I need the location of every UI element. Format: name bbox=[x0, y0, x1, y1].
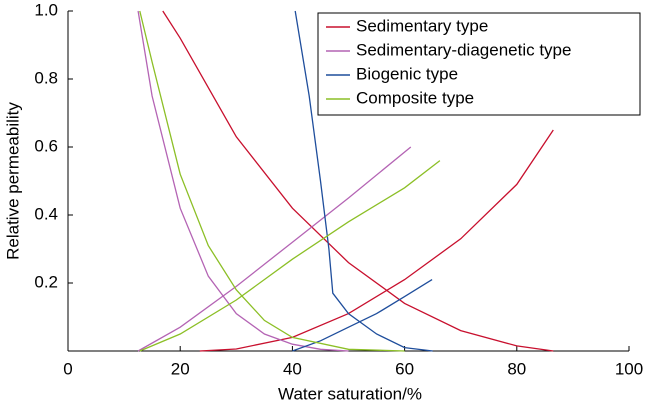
legend-label: Sedimentary-diagenetic type bbox=[356, 40, 571, 59]
x-tick-label: 0 bbox=[63, 359, 72, 378]
curve bbox=[139, 10, 405, 352]
y-tick-label: 0.4 bbox=[34, 204, 58, 223]
curve bbox=[292, 279, 433, 352]
legend-label: Sedimentary type bbox=[356, 16, 488, 35]
x-tick-label: 60 bbox=[395, 359, 414, 378]
curve bbox=[294, 10, 433, 352]
x-tick-label: 20 bbox=[171, 359, 190, 378]
legend-label: Biogenic type bbox=[356, 64, 458, 83]
y-tick-label: 1.0 bbox=[34, 0, 58, 19]
x-axis-title: Water saturation/% bbox=[278, 384, 422, 403]
x-tick-label: 40 bbox=[283, 359, 302, 378]
legend-box bbox=[317, 12, 641, 116]
curve bbox=[162, 10, 554, 352]
curve bbox=[137, 146, 412, 352]
x-tick-label: 80 bbox=[507, 359, 526, 378]
legend-label: Composite type bbox=[356, 88, 474, 107]
y-tick-label: 0.2 bbox=[34, 272, 58, 291]
y-axis-title: Relative permeability bbox=[3, 102, 22, 260]
curve bbox=[137, 10, 349, 352]
curve bbox=[199, 129, 554, 352]
y-tick-label: 0.6 bbox=[34, 136, 58, 155]
y-tick-label: 0.8 bbox=[34, 68, 58, 87]
curve bbox=[139, 160, 441, 352]
x-tick-label: 100 bbox=[615, 359, 643, 378]
